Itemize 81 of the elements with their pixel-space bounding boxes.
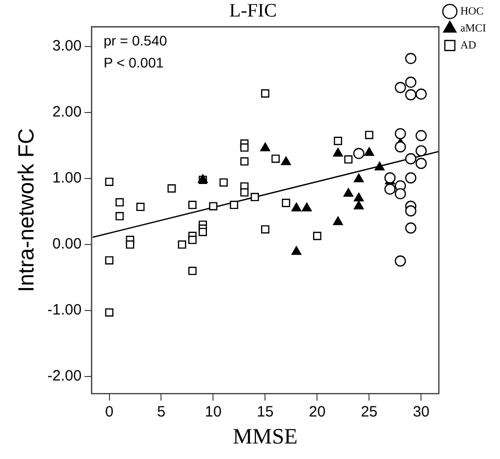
- point: [116, 198, 124, 206]
- point: [240, 143, 249, 152]
- y-tick-label: 0.00: [52, 236, 82, 253]
- point: [209, 202, 218, 210]
- y-tick-label: 1.00: [52, 170, 82, 187]
- point: [333, 148, 343, 157]
- y-axis-title: Intra-network FC: [13, 128, 38, 292]
- point: [282, 198, 290, 208]
- point: [333, 216, 343, 226]
- point: [198, 228, 207, 236]
- point: [416, 145, 427, 156]
- point: [240, 157, 249, 166]
- point: [250, 192, 259, 202]
- point: [416, 158, 427, 169]
- point: [188, 236, 197, 244]
- point: [405, 205, 416, 216]
- point: [261, 89, 270, 98]
- annotation: pr = 0.540: [104, 32, 168, 49]
- point: [354, 200, 364, 210]
- x-tick-label: 20: [308, 404, 326, 421]
- point: [168, 184, 176, 193]
- chart-title: L-FIC: [229, 0, 277, 22]
- point: [405, 52, 416, 64]
- legend-label: aMCI: [460, 22, 486, 34]
- point: [281, 156, 291, 166]
- point: [313, 232, 322, 240]
- point: [364, 147, 374, 156]
- point: [126, 240, 134, 249]
- point: [271, 154, 280, 163]
- point: [394, 255, 406, 267]
- x-tick-label: 10: [204, 404, 222, 421]
- y-tick-label: 2.00: [52, 104, 82, 121]
- point: [416, 130, 427, 142]
- point: [178, 240, 186, 249]
- point: [394, 188, 406, 200]
- point: [240, 188, 249, 197]
- point: [334, 136, 342, 146]
- point: [261, 225, 270, 234]
- y-tick-label: -1.00: [47, 302, 82, 319]
- point: [343, 188, 354, 197]
- point: [105, 256, 114, 264]
- point: [374, 162, 385, 170]
- point: [116, 212, 124, 220]
- y-tick-label: -2.00: [47, 368, 82, 385]
- y-tick-label: 3.00: [52, 38, 82, 55]
- point: [405, 153, 416, 164]
- x-tick-label: 25: [360, 404, 378, 421]
- point: [219, 178, 228, 187]
- point: [230, 200, 238, 210]
- point: [394, 141, 406, 152]
- point: [405, 222, 416, 234]
- point: [188, 266, 197, 276]
- point: [354, 174, 364, 182]
- point: [188, 200, 197, 210]
- x-tick-label: 30: [412, 404, 430, 421]
- point: [260, 142, 270, 152]
- point: [384, 172, 396, 184]
- point: [416, 88, 427, 100]
- legend-label: HOC: [460, 5, 484, 18]
- point: [291, 202, 302, 212]
- point: [394, 82, 406, 94]
- x-tick-label: 15: [256, 404, 274, 421]
- point: [354, 192, 364, 202]
- point: [302, 202, 312, 212]
- x-tick-label: 0: [105, 404, 114, 421]
- point: [136, 202, 145, 212]
- point: [353, 148, 364, 160]
- point: [405, 172, 416, 184]
- point: [405, 76, 416, 88]
- legend-label: AD: [460, 39, 476, 52]
- point: [344, 155, 353, 164]
- point: [105, 178, 114, 186]
- point: [365, 130, 374, 140]
- point: [384, 183, 396, 195]
- point: [105, 308, 114, 317]
- point: [291, 246, 302, 255]
- x-tick-label: 5: [157, 404, 166, 421]
- point: [405, 89, 416, 100]
- annotation: P < 0.001: [104, 54, 164, 71]
- point: [394, 128, 406, 140]
- x-axis-title: MMSE: [232, 424, 298, 449]
